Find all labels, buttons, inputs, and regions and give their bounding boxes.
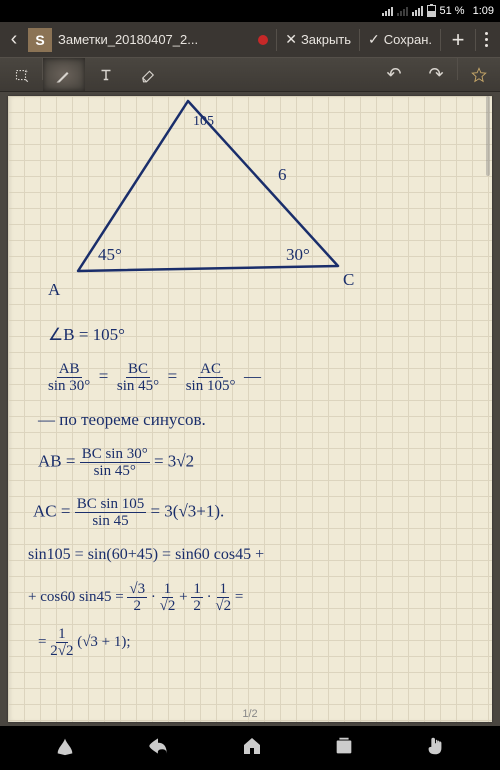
toolbar: + ↶ ↷ [0,58,500,92]
menu-button[interactable] [476,32,500,47]
clock: 1:09 [473,5,494,17]
close-button[interactable]: ✕ Закрыть [277,31,359,48]
line-law-of-sines: ABsin 30° = BCsin 45° = ACsin 105° — [48,361,261,394]
add-button[interactable]: + [441,27,475,53]
network-icon [382,6,393,16]
line-angle-b: ∠B = 105° [48,326,125,345]
signal-icon [412,6,423,16]
save-button[interactable]: ✓ Сохран. [360,31,440,48]
svg-text:+: + [25,68,28,74]
line-ac-calc: AC = BC sin 105sin 45 = 3(√3+1). [33,496,224,529]
close-label: Закрыть [301,32,351,47]
touch-mode-button[interactable] [424,735,446,762]
angle-b-label: 105 [193,114,214,129]
pen-tool[interactable] [43,58,85,91]
vertex-a: A [48,281,60,300]
undo-button[interactable]: ↶ [373,58,415,91]
text-tool[interactable] [85,58,127,91]
wifi-icon [397,6,408,16]
save-label: Сохран. [384,32,432,47]
home-nav-button[interactable] [240,734,264,763]
android-status-bar: 51 % 1:09 [0,0,500,22]
android-nav-bar [0,726,500,770]
scrollbar[interactable] [486,96,490,176]
app-icon: S [28,28,52,52]
document-title: Заметки_20180407_2... [58,32,250,47]
note-page[interactable]: 105 6 45° 30° A C ∠B = 105° ABsin 30° = … [8,96,492,722]
line-theorem-name: — по теореме синусов. [38,411,206,430]
page-indicator: 1/2 [242,708,257,720]
close-icon: ✕ [285,31,297,48]
line-sin105-result: = 12√2 (√3 + 1); [38,626,131,659]
recent-nav-button[interactable] [333,735,355,762]
save-icon: ✓ [368,31,380,48]
eraser-tool[interactable] [127,58,169,91]
line-sin105-expand: sin105 = sin(60+45) = sin60 cos45 + [28,546,264,564]
pen-mode-button[interactable] [54,735,76,762]
note-canvas-container: 105 6 45° 30° A C ∠B = 105° ABsin 30° = … [0,92,500,726]
battery-icon [427,5,436,17]
side-bc-label: 6 [278,166,287,185]
favorite-button[interactable] [458,58,500,91]
angle-a-label: 45° [98,246,122,265]
recording-indicator[interactable] [258,35,268,45]
back-nav-button[interactable] [145,733,171,764]
app-title-bar: ‹ S Заметки_20180407_2... ✕ Закрыть ✓ Со… [0,22,500,58]
vertex-c: C [343,271,354,290]
line-ab-calc: AB = BC sin 30°sin 45° = 3√2 [38,446,194,479]
redo-button[interactable]: ↷ [415,58,457,91]
line-sin105-cont: + cos60 sin45 = √32 · 1√2 + 12 · 1√2 = [28,581,243,614]
battery-percent: 51 % [440,5,465,17]
back-button[interactable]: ‹ [0,28,28,51]
crop-tool[interactable]: + [0,58,42,91]
angle-c-label: 30° [286,246,310,265]
